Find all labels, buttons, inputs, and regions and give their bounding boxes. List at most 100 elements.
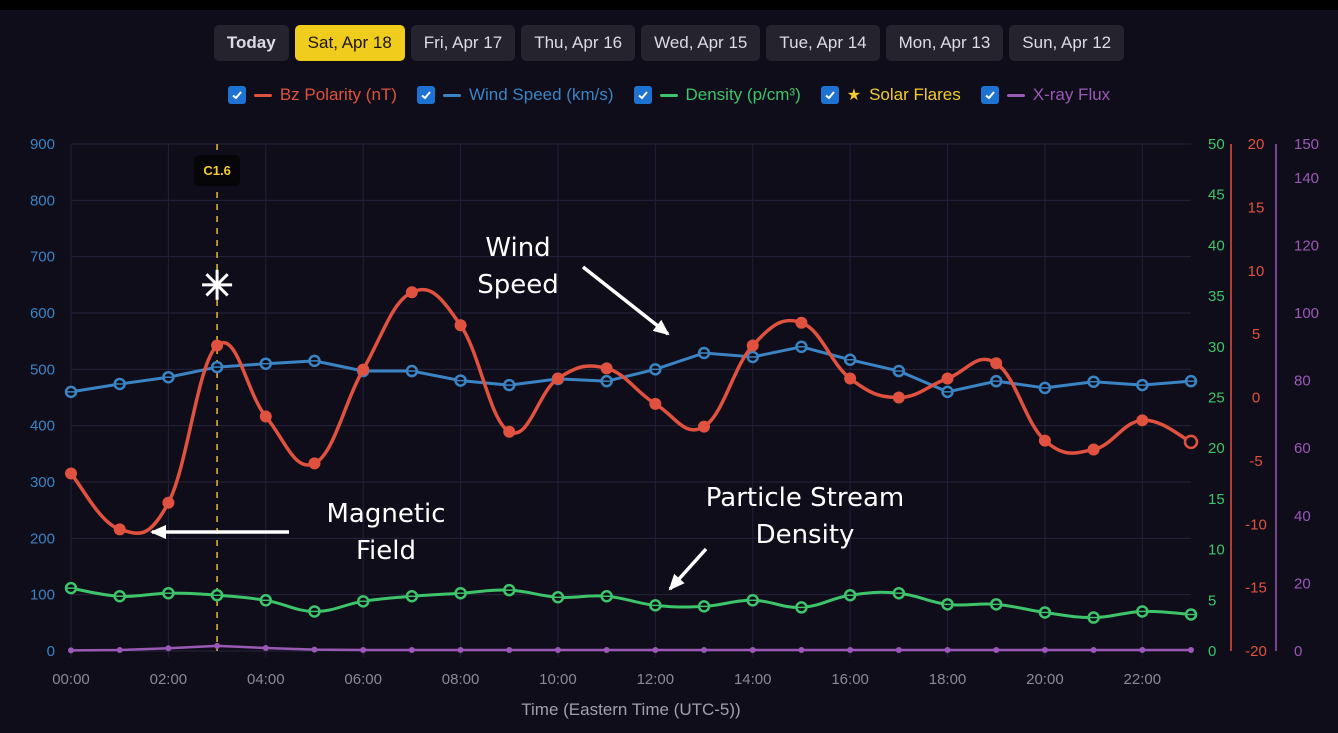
legend-item-density-p-cm-[interactable]: Density (p/cm³) xyxy=(633,85,801,105)
data-point[interactable] xyxy=(454,319,467,332)
data-point[interactable] xyxy=(1136,414,1149,427)
solar-flare-star-icon[interactable] xyxy=(202,269,233,300)
data-point[interactable] xyxy=(746,339,759,352)
annotation-particle-stream-density: Particle Stream Density xyxy=(655,480,955,554)
y-tick-density: 5 xyxy=(1208,592,1216,609)
date-tab-sat-apr-18[interactable]: Sat, Apr 18 xyxy=(294,25,405,61)
data-point[interactable] xyxy=(457,646,464,653)
annotation-line: Field xyxy=(355,536,416,566)
data-point[interactable] xyxy=(847,646,854,653)
data-point[interactable] xyxy=(941,372,954,385)
data-point[interactable] xyxy=(1188,646,1194,653)
annotation-line: Magnetic xyxy=(326,499,446,529)
data-point[interactable] xyxy=(795,316,808,329)
data-point[interactable] xyxy=(1183,434,1199,450)
data-point[interactable] xyxy=(211,339,224,352)
data-point[interactable] xyxy=(892,391,905,404)
data-point[interactable] xyxy=(798,646,805,653)
line-swatch-icon xyxy=(442,93,461,97)
x-tick: 18:00 xyxy=(929,671,967,688)
data-point[interactable] xyxy=(895,646,902,653)
data-point[interactable] xyxy=(603,646,610,653)
date-tab-mon-apr-13[interactable]: Mon, Apr 13 xyxy=(885,25,1004,61)
data-point[interactable] xyxy=(993,646,1000,653)
magnetic-field-arrow-icon xyxy=(150,525,289,539)
data-point[interactable] xyxy=(262,644,269,651)
y-tick-density: 25 xyxy=(1208,390,1225,407)
y-tick-density: 40 xyxy=(1208,237,1225,254)
data-point[interactable] xyxy=(990,357,1003,370)
y-tick-wind: 700 xyxy=(30,249,55,266)
data-point[interactable] xyxy=(1139,646,1146,653)
legend-item-wind-speed-km-s-[interactable]: Wind Speed (km/s) xyxy=(416,85,614,105)
y-tick-bz: 20 xyxy=(1248,136,1265,153)
date-tab-fri-apr-17[interactable]: Fri, Apr 17 xyxy=(410,25,516,61)
y-tick-wind: 200 xyxy=(30,530,55,547)
date-tab-tue-apr-14[interactable]: Tue, Apr 14 xyxy=(766,25,880,61)
checkbox-checked-icon[interactable] xyxy=(227,86,246,104)
data-point[interactable] xyxy=(701,646,708,653)
x-axis-title: Time (Eastern Time (UTC-5)) xyxy=(521,700,740,719)
checkbox-checked-icon[interactable] xyxy=(980,86,999,104)
data-point[interactable] xyxy=(1087,443,1100,456)
data-point[interactable] xyxy=(116,646,123,653)
y-tick-xray: 20 xyxy=(1294,575,1311,592)
legend-item-solar-flares[interactable]: ★ Solar Flares xyxy=(820,85,961,105)
legend-item-x-ray-flux[interactable]: X-ray Flux xyxy=(980,85,1110,105)
data-point[interactable] xyxy=(554,646,561,653)
data-point[interactable] xyxy=(649,397,662,410)
top-bar xyxy=(0,0,1338,10)
data-point[interactable] xyxy=(405,286,418,299)
density-arrow-icon xyxy=(668,547,708,591)
data-point[interactable] xyxy=(162,496,175,509)
data-point[interactable] xyxy=(360,646,367,653)
data-point[interactable] xyxy=(503,425,516,438)
date-tab-wed-apr-15[interactable]: Wed, Apr 15 xyxy=(641,25,761,61)
data-point[interactable] xyxy=(652,646,659,653)
checkbox-checked-icon[interactable] xyxy=(820,86,839,104)
x-tick: 00:00 xyxy=(52,671,90,688)
data-point[interactable] xyxy=(551,372,564,385)
data-point[interactable] xyxy=(600,362,613,375)
y-tick-wind: 100 xyxy=(30,587,55,604)
date-tab-today[interactable]: Today xyxy=(213,25,289,61)
date-tab-thu-apr-16[interactable]: Thu, Apr 16 xyxy=(521,25,636,61)
checkbox-checked-icon[interactable] xyxy=(416,86,435,104)
data-point[interactable] xyxy=(68,647,74,654)
data-point[interactable] xyxy=(408,646,415,653)
checkbox-checked-icon[interactable] xyxy=(633,86,652,104)
y-tick-density: 35 xyxy=(1208,288,1225,305)
data-point[interactable] xyxy=(944,646,951,653)
data-point[interactable] xyxy=(1038,434,1051,447)
data-point[interactable] xyxy=(1041,646,1048,653)
data-point[interactable] xyxy=(1090,646,1097,653)
x-tick: 12:00 xyxy=(637,671,675,688)
data-point[interactable] xyxy=(308,457,321,470)
data-point[interactable] xyxy=(65,467,77,480)
data-point[interactable] xyxy=(698,420,711,433)
y-tick-wind: 0 xyxy=(47,643,55,660)
data-point[interactable] xyxy=(844,372,857,385)
y-tick-wind: 600 xyxy=(30,305,55,322)
flare-label[interactable]: C1.6 xyxy=(194,155,241,186)
data-point[interactable] xyxy=(259,410,272,423)
data-point[interactable] xyxy=(357,363,370,376)
y-tick-wind: 800 xyxy=(30,192,55,209)
y-tick-bz: -15 xyxy=(1245,580,1267,597)
annotation-wind-speed: Wind Speed xyxy=(368,230,668,304)
data-point[interactable] xyxy=(214,642,221,649)
star-icon: ★ xyxy=(846,87,862,104)
date-tab-sun-apr-12[interactable]: Sun, Apr 12 xyxy=(1009,25,1125,61)
legend-label: Bz Polarity (nT) xyxy=(279,85,397,104)
data-point[interactable] xyxy=(165,645,172,652)
data-point[interactable] xyxy=(113,523,126,536)
x-tick: 08:00 xyxy=(442,671,480,688)
y-tick-density: 0 xyxy=(1208,643,1216,660)
data-point[interactable] xyxy=(506,646,513,653)
data-point[interactable] xyxy=(749,646,756,653)
legend-item-bz-polarity-nt-[interactable]: Bz Polarity (nT) xyxy=(227,85,397,105)
data-point[interactable] xyxy=(311,646,318,653)
annotation-line: Speed xyxy=(477,270,559,300)
wind-speed-arrow-icon xyxy=(581,265,670,336)
